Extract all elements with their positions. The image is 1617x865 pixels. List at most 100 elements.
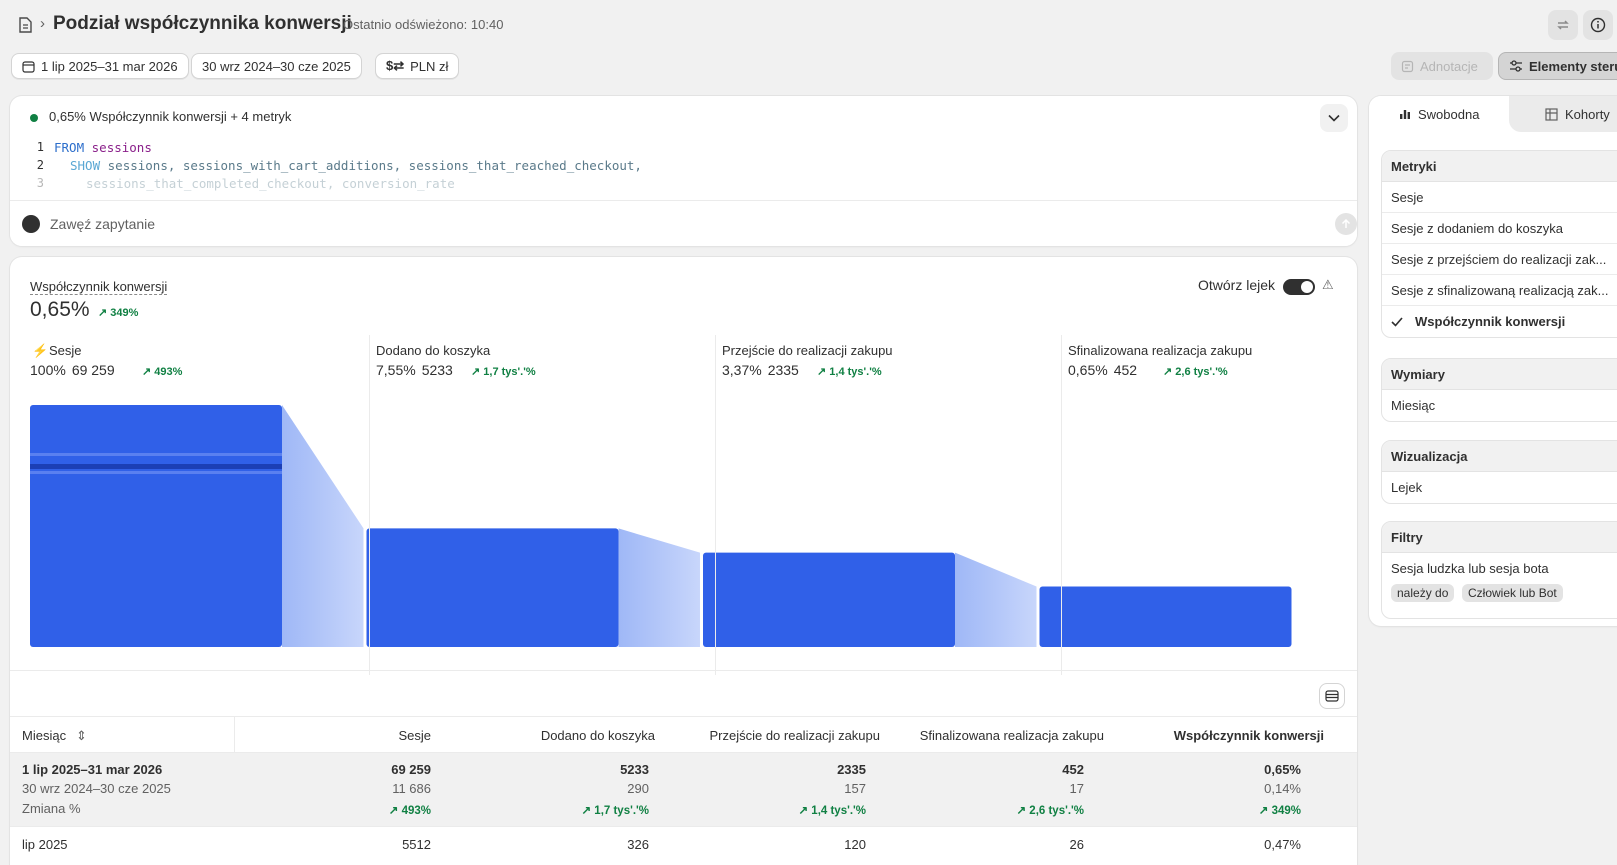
filter-tags: należy do Człowiek lub Bot <box>1382 584 1617 618</box>
date-range-picker[interactable]: 1 lip 2025–31 mar 2026 <box>11 53 189 79</box>
filters-header[interactable]: Filtry <box>1382 522 1617 553</box>
stage-percent: 3,37% <box>722 362 762 378</box>
checkmark-icon <box>1391 316 1403 327</box>
code-keyword: SHOW <box>70 158 101 173</box>
column-header-sessions[interactable]: Sesje <box>398 728 431 743</box>
stage-name: Przejście do realizacji zakupu <box>722 343 893 358</box>
annotations-button[interactable]: Adnotacje <box>1391 52 1493 80</box>
cell-value: 5233 <box>620 762 649 777</box>
filter-operator[interactable]: należy do <box>1391 584 1455 602</box>
funnel-chart-card: Współczynnik konwersji 0,65% ↗ 349% Otwó… <box>10 257 1357 865</box>
send-button[interactable] <box>1335 213 1357 235</box>
tab-freeform[interactable]: Swobodna <box>1369 96 1509 132</box>
change-value: ↗ 2,6 tys'.'% <box>1016 805 1084 817</box>
column-header-month[interactable]: Miesiąc <box>22 728 67 743</box>
filters-section: Filtry Sesja ludzka lub sesja bota należ… <box>1381 521 1617 619</box>
date-range-label: 1 lip 2025–31 mar 2026 <box>41 58 178 74</box>
chart-change: ↗ 349% <box>98 307 139 319</box>
top-bar: › Podział współczynnika konwersji Ostatn… <box>0 0 1617 50</box>
query-editor-card: 0,65% Współczynnik konwersji + 4 metryk … <box>10 96 1357 246</box>
controls-label: Elementy steruj <box>1529 58 1617 74</box>
change-value: ↗ 1,4 tys'.'% <box>798 805 866 817</box>
row-label: 1 lip 2025–31 mar 2026 <box>22 762 163 777</box>
funnel-chart <box>30 405 1292 648</box>
column-header-cart[interactable]: Dodano do koszyka <box>540 728 655 743</box>
filter-name[interactable]: Sesja ludzka lub sesja bota <box>1391 561 1549 576</box>
metric-item[interactable]: Sesje z dodaniem do koszyka <box>1382 213 1617 244</box>
open-funnel-toggle[interactable] <box>1283 279 1315 295</box>
metrics-section: Metryki Sesje Sesje z dodaniem do koszyk… <box>1381 150 1617 338</box>
stage-values: 100% 69 259 <box>30 362 115 378</box>
column-header-checkout[interactable]: Przejście do realizacji zakupu <box>709 728 880 743</box>
compare-range-label: 30 wrz 2024–30 cze 2025 <box>202 58 351 74</box>
funnel-bar-annotation-band <box>30 464 282 469</box>
dimension-item[interactable]: Miesiąc <box>1391 398 1436 413</box>
stage-count: 5233 <box>421 362 453 378</box>
annotations-label: Adnotacje <box>1420 58 1478 74</box>
cell-value: 326 <box>627 837 649 852</box>
visualization-select[interactable]: Lejek <box>1391 480 1423 495</box>
chart-title[interactable]: Współczynnik konwersji <box>30 279 168 295</box>
sliders-icon <box>1510 60 1522 72</box>
sort-icon[interactable]: ⇕ <box>76 728 87 743</box>
info-button[interactable] <box>1583 10 1613 40</box>
warning-icon[interactable]: ⚠ <box>1322 277 1334 292</box>
table-view-button[interactable] <box>1319 683 1345 709</box>
stage-percent: 0,65% <box>1068 362 1108 378</box>
filter-value[interactable]: Człowiek lub Bot <box>1462 584 1563 602</box>
column-header-completed[interactable]: Sfinalizowana realizacja zakupu <box>919 728 1104 743</box>
currency-icon: $⇄ <box>386 58 405 73</box>
metric-item[interactable]: Sesje <box>1382 182 1617 213</box>
refine-query-input[interactable]: Zawęź zapytanie <box>50 216 156 232</box>
collapse-button[interactable] <box>1320 104 1348 132</box>
note-icon <box>1401 60 1414 72</box>
stage-divider <box>369 335 370 675</box>
cell-value: 290 <box>627 781 649 796</box>
cell-value: 17 <box>1069 781 1084 796</box>
change-value: ↗ 349% <box>1258 805 1301 817</box>
stage-change: ↗ 493% <box>142 366 183 378</box>
funnel-bar[interactable] <box>366 528 619 647</box>
tab-cohorts[interactable]: Kohorty <box>1509 96 1617 132</box>
chevron-right-icon: › <box>40 15 45 32</box>
compare-range-picker[interactable]: 30 wrz 2024–30 cze 2025 <box>191 53 362 79</box>
code-keyword: FROM <box>54 140 85 155</box>
stage-count: 2335 <box>767 362 799 378</box>
funnel-connector <box>618 528 700 647</box>
page-title: Podział współczynnika konwersji <box>53 13 352 34</box>
controls-button[interactable]: Elementy steruj <box>1498 52 1617 80</box>
funnel-bar[interactable] <box>30 405 282 647</box>
stage-change: ↗ 1,4 tys'.'% <box>817 366 882 378</box>
row-label: 30 wrz 2024–30 cze 2025 <box>22 781 171 796</box>
code-table: sessions <box>91 140 152 155</box>
funnel-connector <box>955 552 1037 647</box>
table-row[interactable]: lip 2025 5512 326 120 26 0,47% <box>10 826 1357 865</box>
funnel-bar-annotation-band <box>30 471 282 474</box>
refresh-button[interactable] <box>1548 10 1578 40</box>
metric-item[interactable]: Sesje z sfinalizowaną realizacją zak... <box>1382 275 1617 306</box>
cell-value: 0,47% <box>1264 837 1301 852</box>
metric-item-selected[interactable]: Współczynnik konwersji <box>1382 306 1617 337</box>
stage-name: Sfinalizowana realizacja zakupu <box>1068 343 1253 358</box>
cell-value: 11 686 <box>392 781 431 796</box>
stage-change: ↗ 2,6 tys'.'% <box>1163 366 1228 378</box>
data-table: Miesiąc ⇕ Sesje Dodano do koszyka Przejś… <box>10 670 1357 865</box>
cell-value: 452 <box>1062 762 1084 777</box>
funnel-bar[interactable] <box>1039 586 1292 648</box>
metric-item[interactable]: Sesje z przejściem do realizacji zak... <box>1382 244 1617 275</box>
funnel-bar[interactable] <box>703 552 955 647</box>
cell-value: 5512 <box>402 837 431 852</box>
cell-value: 26 <box>1069 837 1084 852</box>
stage-percent: 100% <box>30 362 66 378</box>
table-icon <box>1325 690 1339 702</box>
metrics-header[interactable]: Metryki <box>1382 151 1617 182</box>
report-icon[interactable] <box>18 17 32 33</box>
dimensions-header[interactable]: Wymiary <box>1382 359 1617 390</box>
currency-picker[interactable]: $⇄ PLN zł <box>375 53 460 79</box>
code-columns: sessions_that_completed_checkout, conver… <box>86 176 455 191</box>
funnel-bar-annotation-band <box>30 453 282 456</box>
column-header-conversion[interactable]: Współczynnik konwersji <box>1173 728 1324 743</box>
cohort-grid-icon <box>1545 107 1558 121</box>
funnel-connector <box>282 405 364 647</box>
visualization-header[interactable]: Wizualizacja <box>1382 441 1617 472</box>
